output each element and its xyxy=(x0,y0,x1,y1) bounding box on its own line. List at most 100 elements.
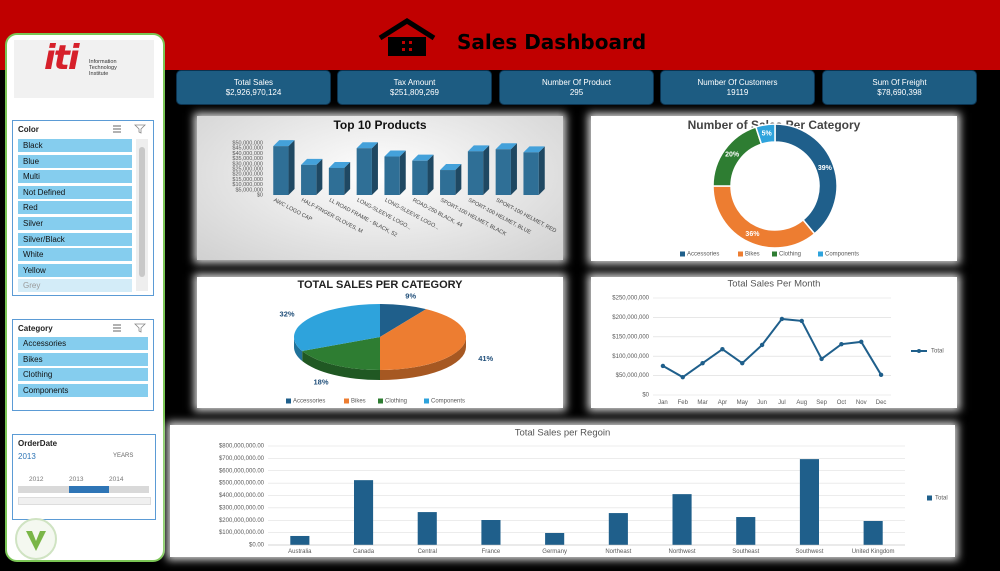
timeline-level[interactable]: YEARS xyxy=(113,453,134,459)
bar xyxy=(799,459,820,545)
y-tick-label: $150,000,000 xyxy=(612,334,649,340)
donut-slice xyxy=(712,185,816,249)
date-timeline: OrderDate 2013 YEARS 2012 2013 2014 xyxy=(12,434,156,520)
kpi-label: Number Of Product xyxy=(542,78,611,87)
donut-slice xyxy=(754,123,776,146)
x-tick-label: Nov xyxy=(856,400,867,406)
timeline-year[interactable]: 2013 xyxy=(69,476,84,483)
slicer-item[interactable]: Yellow xyxy=(18,263,132,277)
donut-slice xyxy=(774,123,838,235)
timeline-scrollbar[interactable] xyxy=(18,497,151,505)
data-label: 9% xyxy=(405,291,416,300)
bar-top xyxy=(495,143,517,150)
color-slicer: Color Black Blue Multi Not Defined Red Silver… xyxy=(12,120,154,296)
x-tick-label: Oct xyxy=(837,400,847,406)
logo-mark: iti xyxy=(44,38,80,78)
slicer-title: Color xyxy=(18,125,39,134)
slicer-item[interactable]: Black xyxy=(18,139,132,152)
timeline-selected-bar[interactable] xyxy=(69,486,109,493)
y-tick-label: $300,000,000.00 xyxy=(219,505,265,511)
bar xyxy=(301,164,317,195)
category-slicer: Category Accessories Bikes Clothing Compone… xyxy=(12,319,154,411)
bar xyxy=(736,517,756,545)
slicer-item[interactable]: Silver/Black xyxy=(18,232,132,246)
bar xyxy=(356,148,372,195)
bar-top xyxy=(356,142,378,149)
slicer-item[interactable]: Not Defined xyxy=(18,185,132,199)
chart-title: Total Sales Per Month xyxy=(728,279,821,290)
slicer-item[interactable]: Blue xyxy=(18,154,132,168)
kpi-label: Sum Of Freight xyxy=(872,78,927,87)
x-tick-label: Jul xyxy=(778,400,786,406)
legend-marker xyxy=(424,398,429,404)
x-tick-label: Mar xyxy=(697,400,707,406)
bar xyxy=(440,170,456,195)
dashboard-title: Sales Dashboard xyxy=(457,30,647,54)
slicer-item[interactable]: Components xyxy=(18,384,148,398)
timeline-year[interactable]: 2014 xyxy=(109,476,124,483)
bar-side xyxy=(427,154,434,195)
legend-label: Accessories xyxy=(293,399,325,405)
chart-card: TOTAL SALES PER CATEGORY 9% 41% 18% 32% Acces… xyxy=(197,277,563,408)
chart: Total Sales per Regoin $0.00 $100,000,000.… xyxy=(219,428,948,555)
slicer-icons[interactable] xyxy=(111,323,151,333)
y-tick-label: $100,000,000 xyxy=(612,354,649,360)
bar xyxy=(545,532,565,545)
scroll-thumb[interactable] xyxy=(139,147,145,277)
legend-label: Accessories xyxy=(687,252,719,258)
y-tick-label: $20,000,000 xyxy=(232,172,263,178)
bar-top xyxy=(384,150,406,157)
pie-slice xyxy=(294,304,380,352)
legend-marker xyxy=(680,251,685,257)
slicer-item[interactable]: Grey xyxy=(18,279,132,293)
timeline-year[interactable]: 2012 xyxy=(29,476,44,483)
line-series xyxy=(662,317,882,379)
kpi-label: Total Sales xyxy=(233,78,274,87)
home-icon[interactable] xyxy=(376,18,438,58)
slicer-item[interactable]: Clothing xyxy=(18,368,148,382)
legend-label: Clothing xyxy=(779,252,801,258)
legend-marker xyxy=(927,495,932,501)
legend-marker xyxy=(772,251,777,257)
bar xyxy=(608,513,628,545)
slicer-icons[interactable] xyxy=(111,124,151,134)
point xyxy=(700,360,705,366)
point xyxy=(720,347,725,352)
x-tick-label: Feb xyxy=(678,400,689,406)
y-tick-label: $15,000,000 xyxy=(232,177,263,183)
x-tick-label: Australia xyxy=(288,549,312,555)
slicer-item[interactable]: Silver xyxy=(18,217,132,230)
legend-marker xyxy=(917,349,921,353)
data-label: 18% xyxy=(314,378,329,387)
y-tick-label: $400,000,000.00 xyxy=(219,493,265,499)
kpi-label: Tax Amount xyxy=(393,78,436,87)
bar-top xyxy=(328,161,351,168)
legend-label: Components xyxy=(825,252,859,258)
bar xyxy=(353,480,374,545)
bar xyxy=(523,152,539,195)
data-label: 5% xyxy=(762,130,773,137)
x-tick-label: United Kingdom xyxy=(852,549,895,555)
bar xyxy=(412,160,428,195)
point xyxy=(878,372,884,378)
logo-area xyxy=(14,40,154,98)
bar xyxy=(863,520,883,545)
y-tick-label: $200,000,000.00 xyxy=(219,518,265,524)
bar-top xyxy=(301,158,323,165)
kpi-card: Number Of Customers 19119 xyxy=(660,70,815,105)
slicer-item[interactable]: Bikes xyxy=(18,352,148,366)
slicer-item[interactable]: Red xyxy=(18,201,132,215)
bar-side xyxy=(510,143,517,195)
slicer-item[interactable]: Accessories xyxy=(18,337,148,350)
bar-side xyxy=(399,150,406,195)
data-label: 41% xyxy=(478,354,493,363)
y-tick-label: $40,000,000 xyxy=(232,151,263,157)
scrollbar[interactable] xyxy=(136,139,148,291)
y-tick-label: $600,000,000.00 xyxy=(219,468,265,474)
slicer-item[interactable]: Multi xyxy=(18,170,132,184)
kpi-label: Number Of Customers xyxy=(697,78,778,87)
y-tick-label: $35,000,000 xyxy=(232,156,263,162)
slicer-item[interactable]: White xyxy=(18,248,132,262)
bar-side xyxy=(371,142,378,195)
